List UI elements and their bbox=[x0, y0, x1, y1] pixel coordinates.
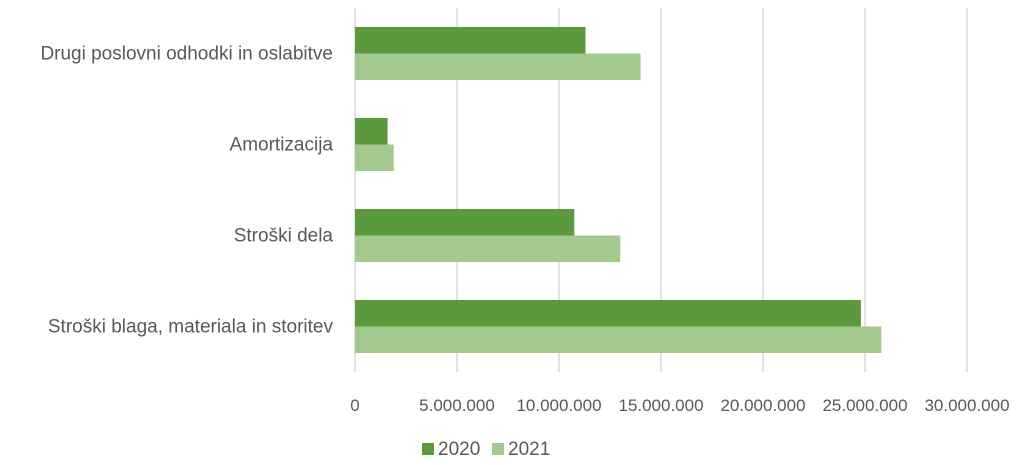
bar-2021-3 bbox=[355, 326, 882, 353]
category-labels: Drugi poslovni odhodki in oslabitve Amort… bbox=[40, 44, 333, 338]
x-tick-label: 10.000.000 bbox=[516, 396, 601, 415]
x-axis-tick-labels: 0 5.000.000 10.000.000 15.000.000 20.000.000… bbox=[350, 396, 1009, 415]
x-tick-label: 15.000.000 bbox=[618, 396, 703, 415]
bar-2020-1 bbox=[355, 118, 388, 145]
bars bbox=[355, 27, 882, 353]
bar-2020-2 bbox=[355, 209, 575, 236]
bar-2021-0 bbox=[355, 53, 641, 80]
x-tick-label: 5.000.000 bbox=[419, 396, 495, 415]
x-tick-label: 25.000.000 bbox=[822, 396, 907, 415]
legend-swatch-2021 bbox=[492, 443, 504, 455]
bar-2021-2 bbox=[355, 235, 621, 262]
bar-2021-1 bbox=[355, 144, 394, 171]
legend-swatch-2020 bbox=[422, 443, 434, 455]
bar-2020-3 bbox=[355, 300, 861, 327]
x-tick-label: 20.000.000 bbox=[720, 396, 805, 415]
category-label: Stroški blaga, materiala in storitev bbox=[48, 317, 334, 338]
bar-2020-0 bbox=[355, 27, 586, 54]
category-label: Stroški dela bbox=[234, 226, 334, 247]
category-label: Drugi poslovni odhodki in oslabitve bbox=[40, 44, 333, 65]
legend-label: 2021 bbox=[508, 439, 550, 460]
legend: 2020 2021 bbox=[422, 439, 550, 460]
category-label: Amortizacija bbox=[230, 135, 334, 156]
legend-label: 2020 bbox=[438, 439, 480, 460]
x-tick-label: 0 bbox=[350, 396, 359, 415]
x-tick-label: 30.000.000 bbox=[924, 396, 1009, 415]
